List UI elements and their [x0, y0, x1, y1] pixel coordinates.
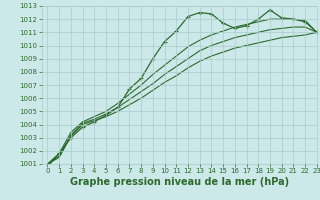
X-axis label: Graphe pression niveau de la mer (hPa): Graphe pression niveau de la mer (hPa) [70, 177, 289, 187]
